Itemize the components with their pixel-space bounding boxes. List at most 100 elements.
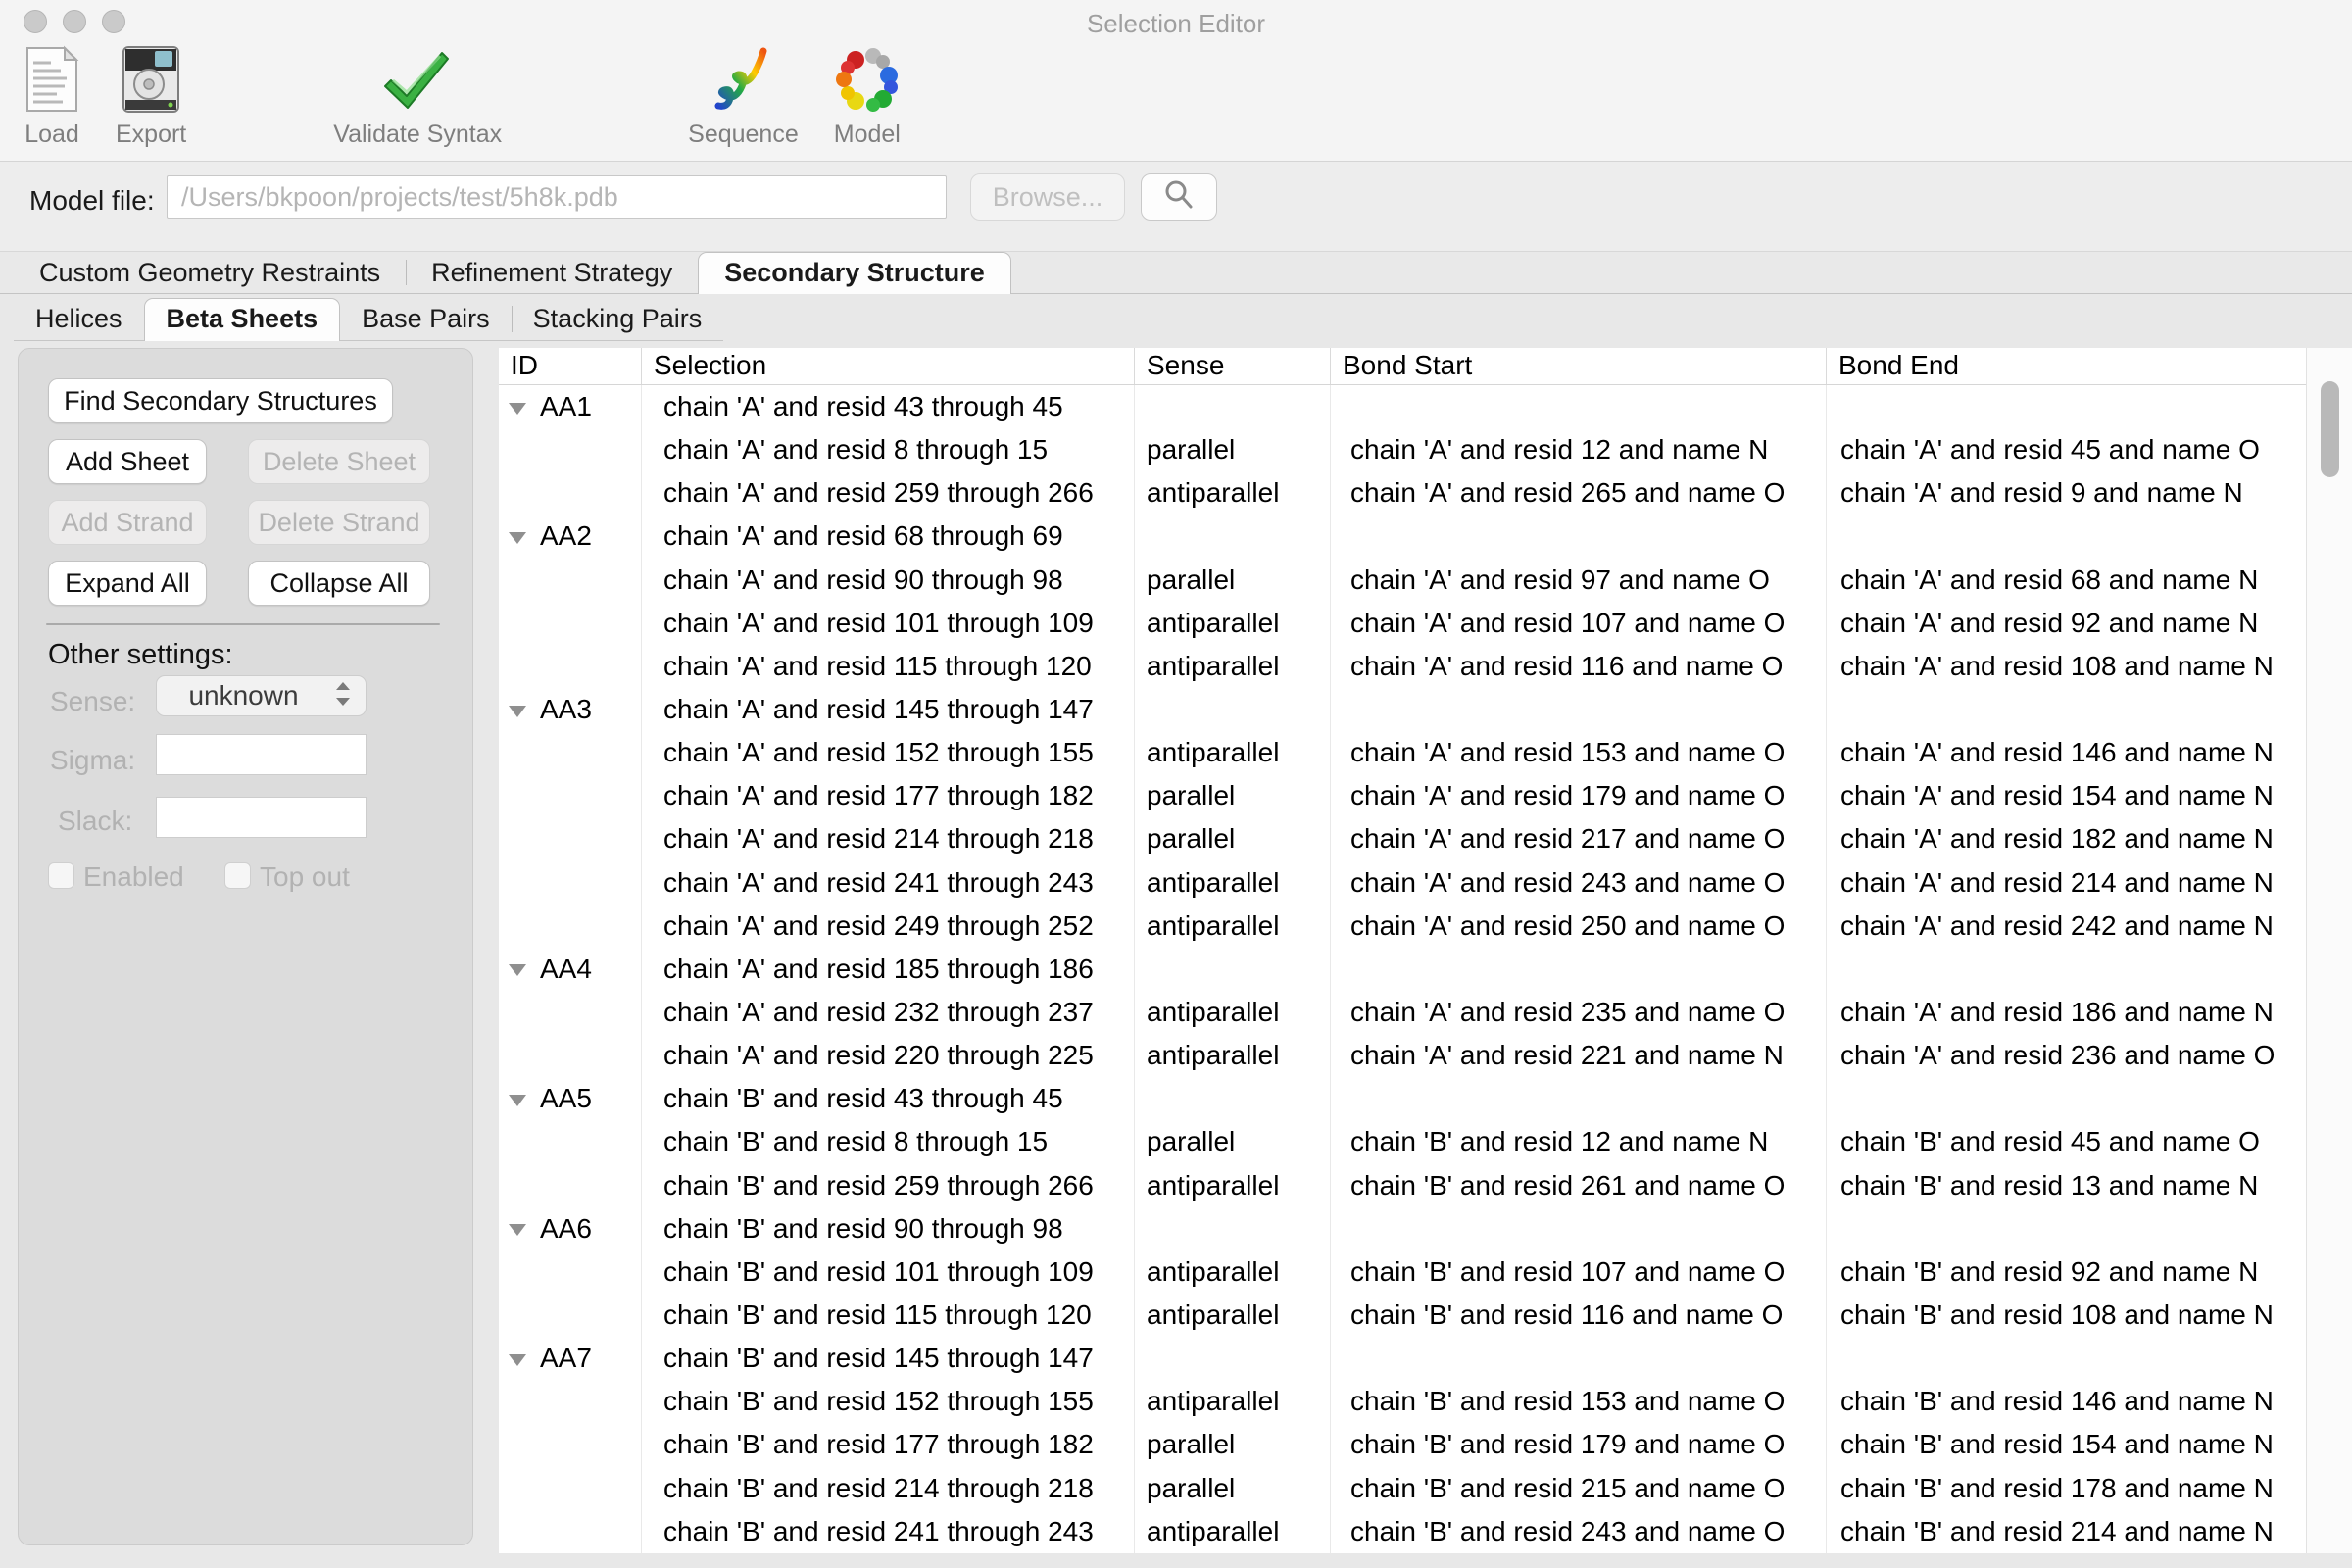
cell-bond-start <box>1331 1077 1827 1121</box>
table-row[interactable]: chain 'A' and resid 249 through 252 antip… <box>499 904 2306 948</box>
search-file-button[interactable] <box>1141 173 1217 220</box>
table-row[interactable]: chain 'A' and resid 220 through 225 antip… <box>499 1034 2306 1078</box>
cell-id <box>499 1380 642 1424</box>
minimize-window-icon[interactable] <box>63 10 86 33</box>
table-row[interactable]: chain 'B' and resid 259 through 266 antip… <box>499 1163 2306 1207</box>
cell-bond-start: chain 'A' and resid 243 and name O <box>1331 860 1827 905</box>
table-row[interactable]: chain 'B' and resid 101 through 109 antip… <box>499 1250 2306 1294</box>
cell-sense: antiparallel <box>1135 904 1331 948</box>
table-row[interactable]: AA3 chain 'A' and resid 145 through 147 <box>499 687 2306 732</box>
cell-sense <box>1135 514 1331 559</box>
table-row[interactable]: chain 'B' and resid 177 through 182 paral… <box>499 1423 2306 1467</box>
export-button[interactable]: Export <box>116 43 186 149</box>
tab-refinement-strategy[interactable]: Refinement Strategy <box>406 252 698 293</box>
table-row[interactable]: chain 'A' and resid 232 through 237 antip… <box>499 990 2306 1035</box>
top-out-checkbox[interactable] <box>224 862 251 889</box>
cell-bond-start: chain 'B' and resid 261 and name O <box>1331 1163 1827 1207</box>
table-row[interactable]: chain 'A' and resid 259 through 266 antip… <box>499 471 2306 515</box>
sequence-button[interactable]: Sequence <box>688 43 799 149</box>
column-header-id[interactable]: ID <box>499 348 642 384</box>
cell-bond-start <box>1331 1206 1827 1250</box>
table-row[interactable]: chain 'B' and resid 115 through 120 antip… <box>499 1293 2306 1338</box>
column-header-bond-end[interactable]: Bond End <box>1838 350 1959 380</box>
table-row[interactable]: chain 'B' and resid 241 through 243 antip… <box>499 1509 2306 1553</box>
disclosure-triangle-icon[interactable] <box>509 1094 526 1106</box>
tab-base-pairs[interactable]: Base Pairs <box>362 304 490 333</box>
table-vertical-scrollbar[interactable] <box>2306 348 2352 1553</box>
table-row[interactable]: chain 'A' and resid 177 through 182 paral… <box>499 774 2306 818</box>
cell-bond-start: chain 'B' and resid 215 and name O <box>1331 1466 1827 1510</box>
tab-custom-geometry-restraints[interactable]: Custom Geometry Restraints <box>39 258 381 287</box>
cell-sense: parallel <box>1135 428 1331 472</box>
table-row[interactable]: chain 'A' and resid 214 through 218 paral… <box>499 817 2306 861</box>
cell-bond-end: chain 'A' and resid 92 and name N <box>1840 607 2259 638</box>
table-row[interactable]: AA5 chain 'B' and resid 43 through 45 <box>499 1077 2306 1121</box>
disclosure-triangle-icon[interactable] <box>509 705 526 717</box>
load-button[interactable]: Load <box>22 43 82 149</box>
table-row[interactable]: chain 'B' and resid 152 through 155 antip… <box>499 1380 2306 1424</box>
table-row[interactable]: AA2 chain 'A' and resid 68 through 69 <box>499 514 2306 559</box>
table-row[interactable]: chain 'B' and resid 8 through 15 parallel… <box>499 1120 2306 1164</box>
tab-secondary-structure[interactable]: Secondary Structure <box>698 252 1011 294</box>
table-row[interactable]: AA1 chain 'A' and resid 43 through 45 <box>499 385 2306 429</box>
tab-stacking-pairs[interactable]: Stacking Pairs <box>511 298 724 340</box>
disclosure-triangle-icon[interactable] <box>509 531 526 544</box>
cell-selection: chain 'B' and resid 177 through 182 <box>642 1423 1135 1467</box>
disclosure-triangle-icon[interactable] <box>509 1224 526 1237</box>
browse-button: Browse... <box>970 173 1125 220</box>
cell-bond-start: chain 'B' and resid 12 and name N <box>1331 1120 1827 1164</box>
model-file-input[interactable] <box>167 175 947 219</box>
cell-bond-end <box>1827 1077 2306 1120</box>
cell-id <box>499 644 642 688</box>
cell-bond-start <box>1331 947 1827 991</box>
table-row[interactable]: chain 'A' and resid 8 through 15 parallel… <box>499 428 2306 472</box>
table-body: AA1 chain 'A' and resid 43 through 45 chai… <box>499 385 2306 1553</box>
sense-dropdown-value: unknown <box>188 680 299 710</box>
disclosure-triangle-icon[interactable] <box>509 402 526 415</box>
column-header-bond-start[interactable]: Bond Start <box>1331 348 1827 384</box>
sigma-field[interactable] <box>156 734 367 775</box>
table-row[interactable]: chain 'A' and resid 115 through 120 antip… <box>499 644 2306 688</box>
cell-selection: chain 'B' and resid 101 through 109 <box>642 1250 1135 1294</box>
tab-beta-sheets[interactable]: Beta Sheets <box>143 298 341 341</box>
close-window-icon[interactable] <box>24 10 47 33</box>
titlebar[interactable]: Selection Editor <box>0 0 2352 43</box>
cell-sense: antiparallel <box>1135 1163 1331 1207</box>
column-header-selection[interactable]: Selection <box>642 348 1135 384</box>
validate-syntax-button[interactable]: Validate Syntax <box>333 43 502 149</box>
zoom-window-icon[interactable] <box>102 10 125 33</box>
disclosure-triangle-icon[interactable] <box>509 964 526 977</box>
table-row[interactable]: chain 'A' and resid 241 through 243 antip… <box>499 860 2306 905</box>
magnifier-icon <box>1162 178 1196 217</box>
add-sheet-button[interactable]: Add Sheet <box>48 439 207 484</box>
cell-sense: antiparallel <box>1135 1034 1331 1078</box>
table-row[interactable]: chain 'A' and resid 152 through 155 antip… <box>499 731 2306 775</box>
tab-helices[interactable]: Helices <box>35 304 122 333</box>
collapse-all-button[interactable]: Collapse All <box>248 561 430 606</box>
table-row[interactable]: chain 'B' and resid 214 through 218 paral… <box>499 1466 2306 1510</box>
slack-field[interactable] <box>156 797 367 838</box>
column-header-sense[interactable]: Sense <box>1135 348 1331 384</box>
expand-all-button[interactable]: Expand All <box>48 561 207 606</box>
cell-bond-end: chain 'A' and resid 9 and name N <box>1840 477 2243 509</box>
table-row[interactable]: AA4 chain 'A' and resid 185 through 186 <box>499 947 2306 991</box>
sub-tab-bar: Helices Beta Sheets Base Pairs Stacking … <box>14 298 724 341</box>
scrollbar-thumb[interactable] <box>2321 381 2339 477</box>
cell-sense: antiparallel <box>1135 1250 1331 1294</box>
sequence-ribbon-icon <box>710 44 775 115</box>
table-row[interactable]: AA7 chain 'B' and resid 145 through 147 <box>499 1337 2306 1381</box>
find-secondary-structures-button[interactable]: Find Secondary Structures <box>48 378 393 423</box>
cell-id <box>499 731 642 775</box>
sense-dropdown[interactable]: unknown <box>156 675 367 716</box>
cell-sense <box>1135 385 1331 429</box>
table-row[interactable]: AA6 chain 'B' and resid 90 through 98 <box>499 1206 2306 1250</box>
cell-selection: chain 'A' and resid 145 through 147 <box>642 687 1135 732</box>
table-row[interactable]: chain 'A' and resid 90 through 98 paralle… <box>499 558 2306 602</box>
cell-bond-end: chain 'A' and resid 68 and name N <box>1840 564 2259 595</box>
model-button[interactable]: Model <box>834 43 901 149</box>
cell-bond-end: chain 'B' and resid 92 and name N <box>1840 1255 2259 1287</box>
enabled-checkbox[interactable] <box>48 862 74 889</box>
disclosure-triangle-icon[interactable] <box>509 1353 526 1366</box>
table-row[interactable]: chain 'A' and resid 101 through 109 antip… <box>499 601 2306 645</box>
